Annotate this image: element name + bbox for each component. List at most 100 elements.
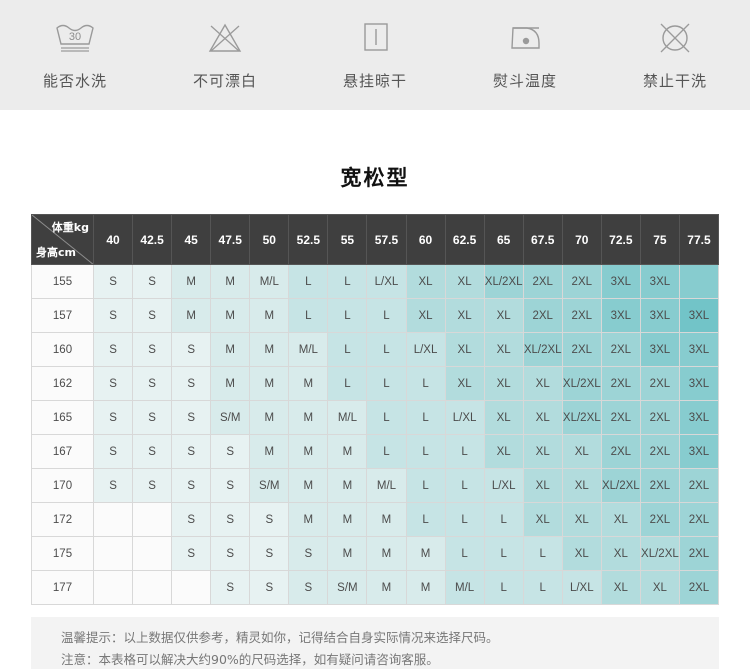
- size-cell: S: [210, 434, 251, 469]
- size-cell: S: [249, 502, 290, 537]
- size-cell: XL: [444, 298, 485, 333]
- size-cell: 3XL: [678, 400, 720, 435]
- size-cell: XL: [405, 264, 446, 299]
- table-row: 175 S S S S M M M L L L XL XL XL/2XL 2XL: [31, 536, 720, 571]
- size-cell: M: [249, 400, 290, 435]
- size-cell: L/XL: [366, 264, 407, 299]
- corner-header-cell: 体重kg 身高cm: [31, 214, 94, 265]
- size-cell: [171, 570, 212, 605]
- size-cell: L: [366, 332, 407, 367]
- size-cell: S: [171, 536, 212, 571]
- size-cell: 2XL: [561, 332, 602, 367]
- size-cell: L: [444, 536, 485, 571]
- size-cell: L: [405, 502, 446, 537]
- size-cell: M: [171, 264, 212, 299]
- size-cell: M: [405, 570, 446, 605]
- size-cell: M: [288, 502, 329, 537]
- size-cell: XL: [600, 502, 641, 537]
- size-cell: XL: [639, 570, 680, 605]
- size-cell: M: [171, 298, 212, 333]
- size-cell: L: [327, 366, 368, 401]
- size-cell: L: [444, 434, 485, 469]
- size-cell: [678, 264, 720, 299]
- weight-header-45: 45: [171, 214, 212, 265]
- size-cell: XL/2XL: [561, 400, 602, 435]
- size-cell: M: [327, 502, 368, 537]
- care-item-no-dry-clean: 禁止干洗: [605, 16, 745, 91]
- size-cell: L: [405, 366, 446, 401]
- size-cell: L: [327, 332, 368, 367]
- size-cell: L: [327, 264, 368, 299]
- height-cell-165: 165: [31, 400, 94, 435]
- height-axis-label: 身高cm: [36, 246, 76, 259]
- size-cell: S: [249, 570, 290, 605]
- size-cell: S: [249, 536, 290, 571]
- size-cell: 2XL: [639, 366, 680, 401]
- size-cell: S: [132, 332, 173, 367]
- size-cell: S: [92, 298, 134, 333]
- size-cell: S: [132, 434, 173, 469]
- size-cell: M/L: [249, 264, 290, 299]
- size-cell: 3XL: [639, 332, 680, 367]
- weight-header-52.5: 52.5: [288, 214, 329, 265]
- care-label-no-bleach: 不可漂白: [192, 72, 257, 90]
- size-cell: L: [483, 502, 524, 537]
- size-cell: 2XL: [639, 434, 680, 469]
- size-cell: XL: [483, 400, 524, 435]
- title-section: 宽松型: [0, 110, 750, 192]
- size-cell: S: [92, 264, 134, 299]
- size-cell: M: [249, 298, 290, 333]
- size-cell: 2XL: [678, 570, 720, 605]
- height-cell-167: 167: [31, 434, 94, 469]
- size-cell: S: [92, 332, 134, 367]
- height-cell-175: 175: [31, 536, 94, 571]
- size-cell: 2XL: [639, 468, 680, 503]
- size-cell: XL: [483, 366, 524, 401]
- size-cell: S: [132, 468, 173, 503]
- size-cell: M: [249, 332, 290, 367]
- size-cell: L: [483, 536, 524, 571]
- size-cell: 3XL: [678, 434, 720, 469]
- height-cell-177: 177: [31, 570, 94, 605]
- size-cell: S: [132, 366, 173, 401]
- size-cell: L: [483, 570, 524, 605]
- hang-dry-icon: [356, 16, 394, 60]
- size-cell: M: [327, 536, 368, 571]
- wash-temperature-text: 30: [69, 31, 81, 43]
- page-title: 宽松型: [340, 166, 410, 190]
- height-cell-172: 172: [31, 502, 94, 537]
- size-cell: XL: [600, 536, 641, 571]
- height-cell-155: 155: [31, 264, 94, 299]
- size-cell: S: [171, 468, 212, 503]
- size-cell: 2XL: [678, 502, 720, 537]
- size-cell: S: [288, 570, 329, 605]
- size-cell: S: [171, 332, 212, 367]
- size-cell: XL: [522, 502, 563, 537]
- weight-header-75: 75: [639, 214, 680, 265]
- size-cell: S: [210, 468, 251, 503]
- size-cell: M: [366, 502, 407, 537]
- size-cell: S: [132, 298, 173, 333]
- care-symbols-band: 30 能否水洗 不可漂白 悬挂晾干: [0, 0, 750, 110]
- weight-header-65: 65: [483, 214, 524, 265]
- size-cell: XL/2XL: [561, 366, 602, 401]
- size-cell: 2XL: [600, 366, 641, 401]
- size-cell: 2XL: [639, 502, 680, 537]
- size-cell: XL: [483, 298, 524, 333]
- size-cell: 2XL: [561, 264, 602, 299]
- size-cell: 3XL: [678, 366, 720, 401]
- size-cell: L: [366, 400, 407, 435]
- size-cell: 2XL: [522, 298, 563, 333]
- size-cell: XL: [522, 366, 563, 401]
- size-cell: L: [405, 468, 446, 503]
- size-cell: S: [210, 502, 251, 537]
- weight-axis-label: 体重kg: [51, 221, 89, 234]
- size-cell: M: [366, 536, 407, 571]
- size-cell: M: [288, 366, 329, 401]
- height-cell-170: 170: [31, 468, 94, 503]
- size-cell: M: [327, 434, 368, 469]
- size-cell: L: [522, 570, 563, 605]
- size-cell: 3XL: [678, 298, 720, 333]
- size-cell: M: [288, 468, 329, 503]
- size-cell: S: [92, 400, 134, 435]
